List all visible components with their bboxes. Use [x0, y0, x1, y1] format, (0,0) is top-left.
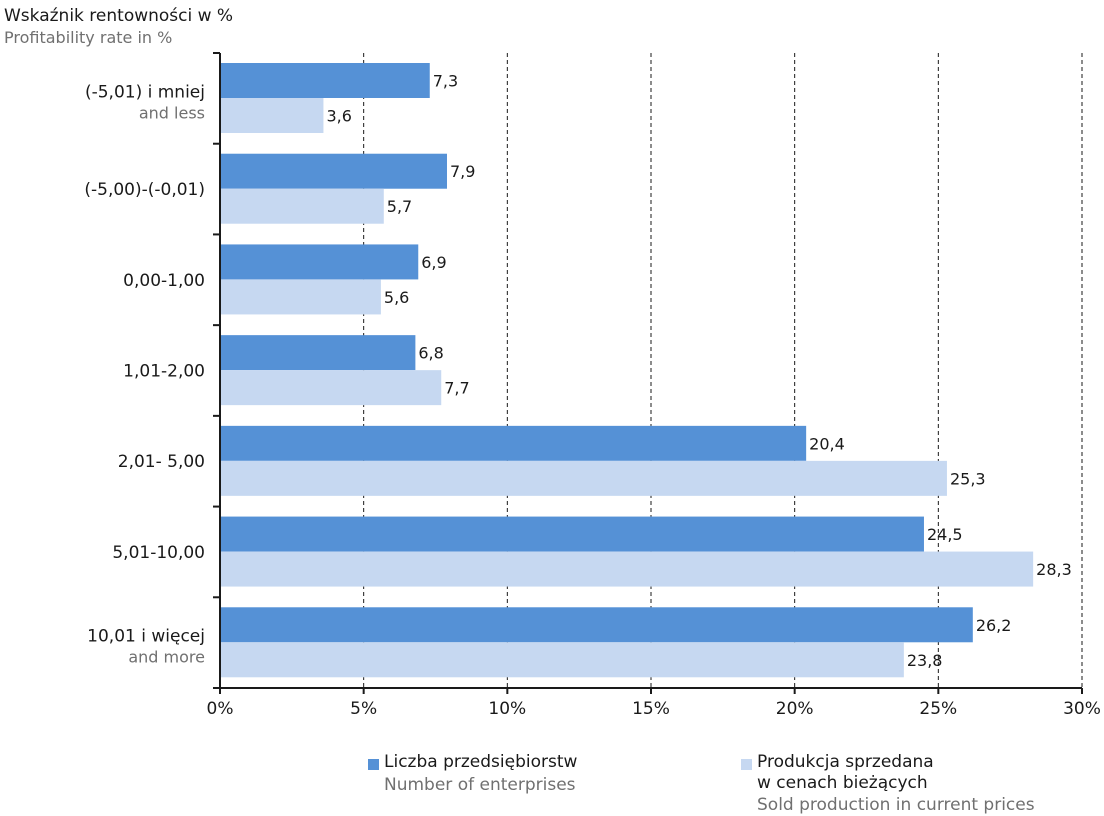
bar — [220, 425, 807, 461]
data-label: 7,3 — [433, 72, 458, 91]
category-sublabel: and more — [128, 648, 205, 667]
bar — [220, 370, 442, 406]
chart-title: Wskaźnik rentowności w % — [4, 6, 234, 26]
bar — [220, 244, 419, 280]
data-label: 7,9 — [450, 162, 475, 181]
x-tick-label: 25% — [919, 699, 957, 719]
legend-label-production-line1: Produkcja sprzedana — [757, 752, 934, 772]
category-label: 0,00-1,00 — [123, 271, 205, 291]
bar — [220, 516, 924, 552]
bar — [220, 460, 947, 496]
legend-sublabel-enterprises: Number of enterprises — [384, 775, 576, 795]
bar — [220, 551, 1034, 587]
bar — [220, 63, 430, 98]
legend-swatch-production — [741, 759, 752, 770]
data-label: 23,8 — [907, 651, 943, 670]
x-tick-label: 20% — [776, 699, 814, 719]
x-tick-label: 10% — [488, 699, 526, 719]
bar — [220, 279, 381, 315]
bar — [220, 98, 324, 133]
x-tick-label: 5% — [350, 699, 377, 719]
data-label: 6,8 — [418, 344, 443, 363]
data-label: 24,5 — [927, 525, 963, 544]
category-label: (-5,01) i mniej — [85, 82, 205, 102]
x-tick-label: 15% — [632, 699, 670, 719]
data-label: 5,6 — [384, 288, 409, 307]
category-label: 10,01 i więcej — [87, 627, 205, 647]
data-label: 26,2 — [976, 616, 1012, 635]
bar — [220, 607, 973, 643]
bar — [220, 188, 384, 224]
x-tick-label: 0% — [207, 699, 234, 719]
data-label: 28,3 — [1036, 560, 1072, 579]
data-label: 25,3 — [950, 469, 986, 488]
x-tick-label: 30% — [1063, 699, 1101, 719]
data-label: 6,9 — [421, 253, 446, 272]
legend-label-enterprises: Liczba przedsiębiorstw — [384, 752, 578, 772]
data-label: 20,4 — [809, 434, 845, 453]
legend-sublabel-production: Sold production in current prices — [757, 795, 1035, 815]
chart-subtitle: Profitability rate in % — [4, 28, 173, 47]
data-label: 7,7 — [444, 379, 469, 398]
bar — [220, 642, 904, 678]
legend-swatch-enterprises — [368, 759, 379, 770]
legend-label-production-line2: w cenach bieżących — [757, 773, 928, 793]
category-label: 1,01-2,00 — [123, 362, 205, 382]
category-label: (-5,00)-(-0,01) — [84, 180, 205, 200]
category-sublabel: and less — [139, 103, 205, 122]
category-label: 2,01- 5,00 — [118, 452, 205, 472]
data-label: 5,7 — [387, 197, 412, 216]
category-label: 5,01-10,00 — [112, 543, 205, 563]
bar — [220, 335, 416, 371]
bar — [220, 153, 447, 189]
data-label: 3,6 — [326, 107, 351, 126]
